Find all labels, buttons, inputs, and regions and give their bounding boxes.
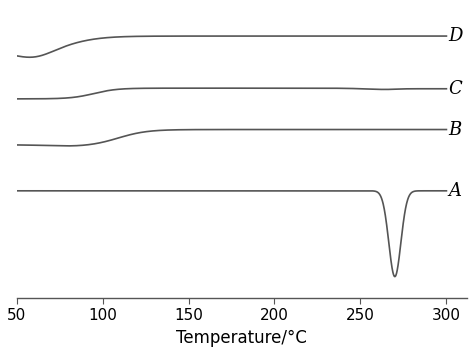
Text: D: D bbox=[448, 27, 463, 45]
Text: B: B bbox=[448, 120, 461, 138]
Text: A: A bbox=[448, 182, 461, 200]
Text: C: C bbox=[448, 80, 462, 98]
X-axis label: Temperature/°C: Temperature/°C bbox=[176, 329, 307, 347]
